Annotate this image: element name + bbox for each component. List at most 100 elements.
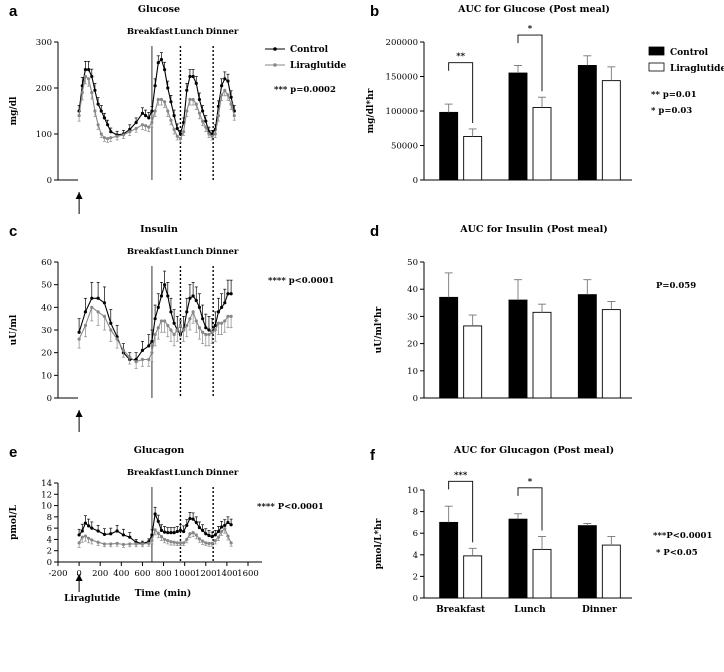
data-point (109, 136, 113, 140)
data-point (185, 310, 189, 314)
data-point (153, 317, 157, 321)
y-tick-label: 200000 (386, 38, 418, 48)
data-point (207, 132, 211, 136)
x-tick-label: 800 (155, 569, 171, 579)
stat-text: ** p=0.01 (651, 90, 697, 100)
data-point (153, 332, 157, 337)
y-tick-label: 60 (41, 258, 52, 268)
data-point (232, 114, 236, 118)
data-point (229, 314, 233, 318)
x-tick-label: 1400 (216, 569, 238, 579)
significance-bracket (517, 487, 543, 531)
data-point (169, 540, 173, 544)
data-point (178, 528, 183, 533)
panel-f: f AUC for Glucagon (Post meal) 0 2 4 6 8 10 pmol… (370, 445, 712, 615)
data-point (172, 540, 176, 544)
data-point (96, 540, 100, 544)
data-point (128, 542, 132, 546)
x-tick-label: -200 (48, 569, 67, 579)
bar-control (508, 518, 528, 599)
legend-marker-liraglutide (273, 63, 277, 67)
data-point (121, 542, 126, 547)
data-point (197, 305, 202, 309)
data-point (121, 533, 126, 537)
data-point (147, 125, 151, 129)
dose-arrow-head (75, 574, 83, 581)
legend-marker-control (273, 47, 277, 51)
data-point (156, 531, 160, 535)
data-point (134, 542, 138, 546)
data-point (204, 125, 208, 129)
y-tick-label: 150000 (386, 73, 418, 83)
legend-swatch-liraglutide (648, 62, 665, 72)
y-axis-label: pmol/L*hr (374, 518, 384, 569)
data-point (185, 537, 189, 542)
data-point (77, 337, 81, 341)
stat-text: P=0.059 (656, 281, 696, 291)
data-point (147, 357, 151, 362)
data-point (185, 109, 189, 113)
data-point (220, 525, 224, 529)
data-point (166, 86, 170, 90)
meal-label: Breakfast (127, 468, 173, 478)
x-tick-label: Breakfast (436, 605, 486, 615)
data-point (99, 132, 103, 136)
data-point (213, 323, 217, 328)
y-tick-label: 0 (47, 558, 52, 568)
series-line (78, 58, 235, 136)
y-axis-label: uU/ml (9, 314, 19, 345)
data-point (156, 305, 160, 309)
data-point (213, 538, 217, 543)
data-point (87, 77, 91, 81)
data-point (147, 344, 151, 348)
data-point (182, 130, 186, 134)
data-point (163, 100, 167, 104)
data-point (83, 68, 88, 72)
data-point (153, 109, 157, 113)
y-tick-label: 100 (36, 130, 52, 140)
y-tick-label: 0 (47, 176, 52, 186)
y-tick-label: 0 (413, 594, 418, 604)
x-tick-label: Dinner (582, 605, 617, 615)
data-point (194, 520, 198, 525)
legend-swatch-control (648, 46, 665, 56)
panel-d: d AUC for Insulin (Post meal) 0 10 20 30 40 50 u… (370, 223, 696, 404)
data-point (134, 120, 138, 125)
data-point (169, 310, 173, 314)
data-point (150, 120, 154, 125)
data-point (128, 535, 132, 539)
data-point (96, 529, 100, 533)
data-point (90, 538, 94, 542)
y-tick-label: 4 (413, 551, 418, 561)
data-point (172, 531, 176, 535)
data-point (153, 528, 157, 532)
data-point (83, 534, 88, 538)
data-point (207, 533, 211, 538)
chart-title: Glucose (138, 4, 180, 15)
data-point (210, 134, 214, 138)
data-point (172, 127, 176, 131)
data-point (166, 531, 170, 535)
data-point (201, 539, 205, 543)
panel-a: a Glucose 0 100 200 300 mg/dl Breakfast Lunch Din… (9, 3, 346, 214)
data-point (90, 91, 94, 95)
legend-label-liraglutide: Liraglutide (670, 64, 724, 74)
data-point (191, 74, 195, 79)
panel-c: c Insulin 0 10 20 30 40 50 60 uU/ml Breakfast Lunch… (9, 223, 334, 432)
data-point (159, 97, 164, 102)
data-point (153, 84, 157, 88)
data-point (77, 330, 81, 334)
data-point (178, 541, 183, 545)
data-point (109, 130, 113, 134)
series-line (78, 282, 232, 361)
data-point (115, 134, 119, 138)
data-point (83, 323, 88, 328)
data-point (150, 339, 154, 343)
data-point (185, 323, 189, 328)
data-point (134, 360, 138, 364)
data-point (102, 542, 107, 546)
data-point (115, 337, 119, 341)
data-point (169, 328, 173, 332)
series-control (77, 52, 236, 137)
x-tick-label: 400 (113, 569, 129, 579)
